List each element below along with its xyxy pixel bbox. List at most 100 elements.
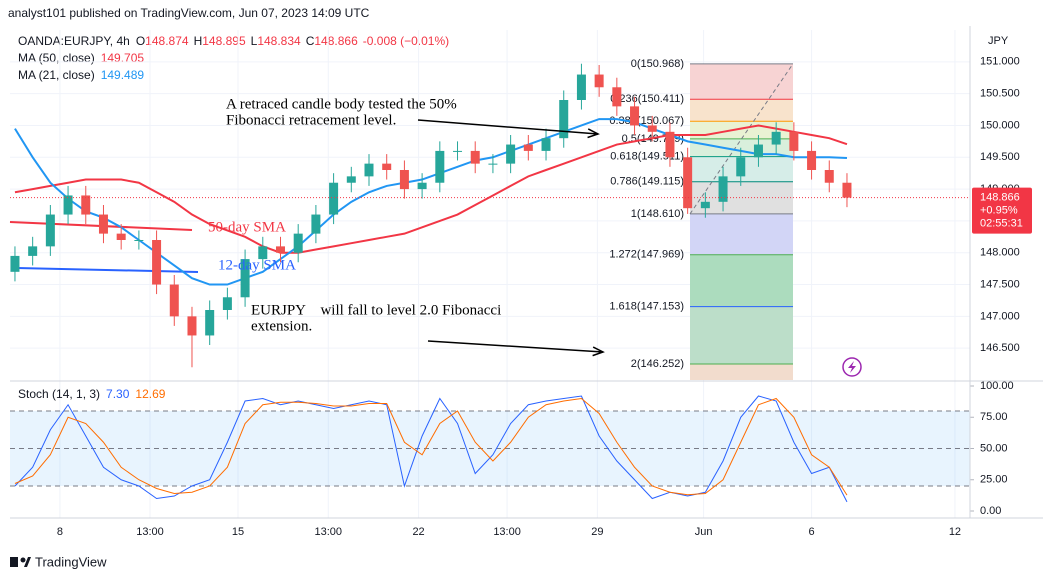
- arrow-head: [587, 128, 600, 139]
- candle-body: [240, 259, 250, 298]
- x-tick-label: 13:00: [136, 526, 164, 538]
- candle-body: [771, 131, 781, 145]
- annotation: extension.: [251, 318, 312, 334]
- fib-zone: [690, 121, 793, 139]
- candle-body: [81, 195, 91, 215]
- candle-body: [293, 233, 303, 253]
- candle-body: [417, 182, 427, 190]
- ma50-legend: MA (50, close) 149.705: [18, 51, 144, 65]
- fib-label: 0(150.968): [631, 58, 684, 70]
- last-price-box: [972, 187, 1032, 234]
- stoch-legend: Stoch (14, 1, 3) 7.30 12.69: [18, 387, 166, 401]
- ohlc-value: 148.874: [145, 34, 189, 48]
- candle-body: [28, 246, 38, 256]
- candle-body: [169, 284, 179, 317]
- logo-mark: [10, 557, 18, 567]
- annotation: 50-day SMA: [208, 219, 286, 235]
- ma-name: MA (50, close): [18, 51, 95, 65]
- ma-name: MA (21, close): [18, 68, 95, 82]
- candle-body: [541, 138, 551, 151]
- fib-trend: [689, 63, 794, 215]
- fib-zone: [690, 254, 793, 307]
- candle-body: [470, 150, 480, 164]
- alert-icon: [842, 357, 862, 377]
- last-change: +0.95%: [980, 205, 1018, 217]
- candle-body: [700, 201, 710, 209]
- arrow: [417, 119, 599, 135]
- arrow-head: [592, 346, 605, 357]
- ma-value: 149.489: [101, 68, 145, 82]
- candle-body: [789, 131, 799, 151]
- candle-body: [98, 214, 108, 234]
- x-tick-label: 6: [809, 526, 815, 538]
- countdown: 02:55:31: [980, 218, 1023, 230]
- candle-body: [647, 125, 657, 132]
- trendline: [16, 267, 199, 273]
- fib-zone: [690, 363, 793, 380]
- ma-value: 149.705: [101, 51, 145, 65]
- fib-label: 1.618(147.153): [609, 301, 684, 313]
- candle-body: [576, 74, 586, 100]
- x-tick-label: 22: [412, 526, 424, 538]
- fib-label: 1(148.610): [631, 208, 684, 220]
- x-tick-label: Jun: [695, 526, 713, 538]
- stoch-line: [14, 395, 848, 503]
- fib-zone: [690, 306, 793, 364]
- change: -0.008 (−0.01%): [363, 34, 449, 48]
- candle-body: [63, 195, 73, 215]
- candle-body: [594, 74, 604, 88]
- fib-zone: [690, 213, 793, 255]
- y-tick-label: 147.500: [980, 278, 1020, 290]
- fib-zone: [690, 63, 793, 100]
- candle-body: [630, 106, 640, 126]
- annotation: Fibonacci retracement level.: [226, 112, 396, 128]
- fib-label: 0.236(150.411): [610, 93, 684, 105]
- y-tick-label: 100.00: [980, 380, 1014, 392]
- candle-body: [346, 176, 356, 183]
- ohlc-value: 148.895: [202, 34, 246, 48]
- ohlc-key: O: [136, 34, 145, 48]
- candle-body: [665, 131, 675, 158]
- stoch-title: Stoch (14, 1, 3): [18, 387, 100, 401]
- candle-body: [559, 100, 569, 139]
- candle-body: [382, 163, 392, 170]
- annotation: 12-day SMA: [218, 257, 296, 273]
- arrow: [427, 340, 604, 353]
- candle-body: [311, 214, 321, 234]
- y-tick-label: 75.00: [980, 411, 1008, 423]
- alert-icon: [848, 361, 856, 373]
- ohlc-value: 148.834: [257, 34, 301, 48]
- candle-body: [116, 233, 126, 240]
- y-tick-label: 151.000: [980, 56, 1020, 68]
- candle-body: [612, 87, 622, 107]
- candle-body: [506, 144, 516, 164]
- candle-body: [364, 163, 374, 177]
- x-tick-label: 13:00: [493, 526, 521, 538]
- x-tick-label: 12: [949, 526, 961, 538]
- y-tick-label: 149.500: [980, 151, 1020, 163]
- candle-body: [45, 214, 55, 247]
- stoch-value: 7.30: [106, 387, 130, 401]
- candle-body: [435, 150, 445, 183]
- candle-body: [753, 144, 763, 158]
- fib-label: 0.786(149.115): [610, 176, 684, 188]
- fib-label: 0.382(150.067): [609, 115, 684, 127]
- fib-zone: [690, 138, 793, 157]
- candle-body: [807, 150, 817, 170]
- y-tick-label: 25.00: [980, 474, 1008, 486]
- candle-body: [824, 170, 834, 183]
- candle-body: [488, 163, 498, 165]
- candle-body: [205, 310, 215, 336]
- candle-body: [258, 246, 268, 260]
- symbol-legend: OANDA:EURJPY, 4h O148.874 H148.895 L148.834…: [18, 34, 449, 48]
- brand: TradingView: [35, 554, 107, 569]
- candle-body: [736, 157, 746, 177]
- fib-label: 2(146.252): [631, 358, 684, 370]
- last-price: 148.866: [980, 192, 1020, 204]
- ohlc-key: H: [194, 34, 203, 48]
- fib-zone: [690, 99, 793, 122]
- ohlc-key: C: [306, 34, 315, 48]
- candle-body: [842, 182, 852, 198]
- annotation: A retraced candle body tested the 50%: [226, 96, 457, 112]
